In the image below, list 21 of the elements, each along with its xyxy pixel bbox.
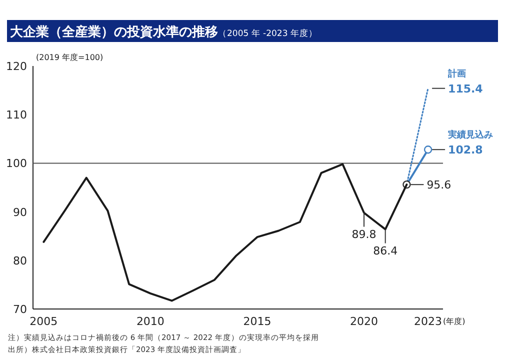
x-tick-label: 2020 bbox=[350, 315, 378, 328]
y-tick-label: 110 bbox=[6, 108, 27, 122]
data-label: 89.8 bbox=[352, 228, 376, 241]
y-tick-label: 90 bbox=[13, 206, 27, 219]
text: 計画 bbox=[447, 68, 466, 80]
x-tick-label: 2023 bbox=[414, 315, 442, 328]
chart-subtitle: （2005 年 -2023 年度） bbox=[218, 28, 318, 39]
data-label: 95.6 bbox=[426, 178, 452, 192]
y-tick-label: 80 bbox=[13, 254, 27, 268]
x-tick-label: 2005 bbox=[30, 315, 58, 328]
text: 実績見込み bbox=[447, 130, 494, 141]
x-axis-title: (年度) bbox=[443, 317, 466, 326]
x-tick-label: 2015 bbox=[243, 315, 272, 328]
x-tick-label: 2010 bbox=[136, 315, 164, 328]
data-label: 102.8 bbox=[448, 144, 483, 157]
y-tick-label: 100 bbox=[6, 157, 27, 170]
y-tick-label: 120 bbox=[6, 60, 27, 73]
y-axis-title: (2019 年度=100) bbox=[36, 53, 104, 62]
data-label: 115.4 bbox=[448, 82, 484, 96]
data-label: 86.4 bbox=[373, 244, 398, 258]
y-tick-label: 70 bbox=[13, 303, 27, 316]
